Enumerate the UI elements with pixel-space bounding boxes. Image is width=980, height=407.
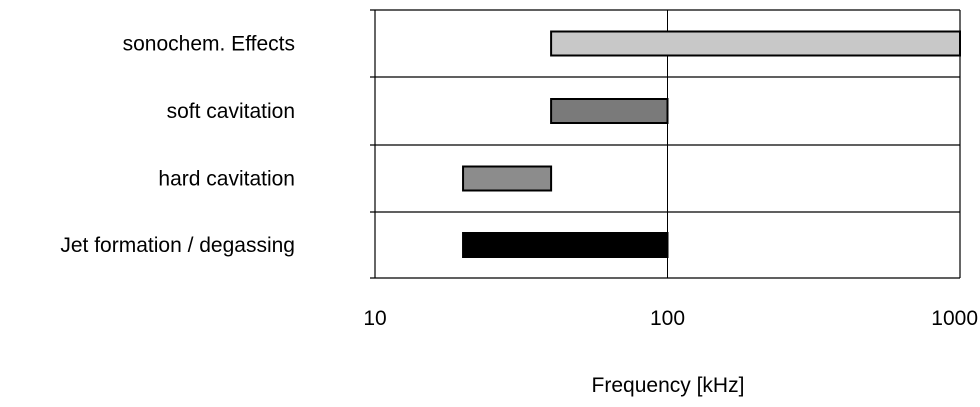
x-axis-title: Frequency [kHz] xyxy=(592,374,745,397)
x-tick-label: 10 xyxy=(363,307,386,330)
category-label: sonochem. Effects xyxy=(123,33,295,56)
category-label: soft cavitation xyxy=(167,100,295,123)
category-labels: sonochem. Effects soft cavitation hard cav… xyxy=(60,33,295,258)
x-tick-labels: 10 100 1000 xyxy=(363,307,978,330)
bars xyxy=(462,30,961,258)
bar-jet-formation-degassing xyxy=(462,232,669,258)
bar-hard-cavitation xyxy=(462,165,553,192)
x-tick-label: 1000 xyxy=(931,307,978,330)
category-label: hard cavitation xyxy=(158,168,295,191)
plot-frame xyxy=(374,10,961,278)
bar-soft-cavitation xyxy=(550,98,669,124)
category-label: Jet formation / degassing xyxy=(60,234,295,257)
bar-sonochem-effects xyxy=(550,30,961,57)
x-tick-label: 100 xyxy=(650,307,685,330)
